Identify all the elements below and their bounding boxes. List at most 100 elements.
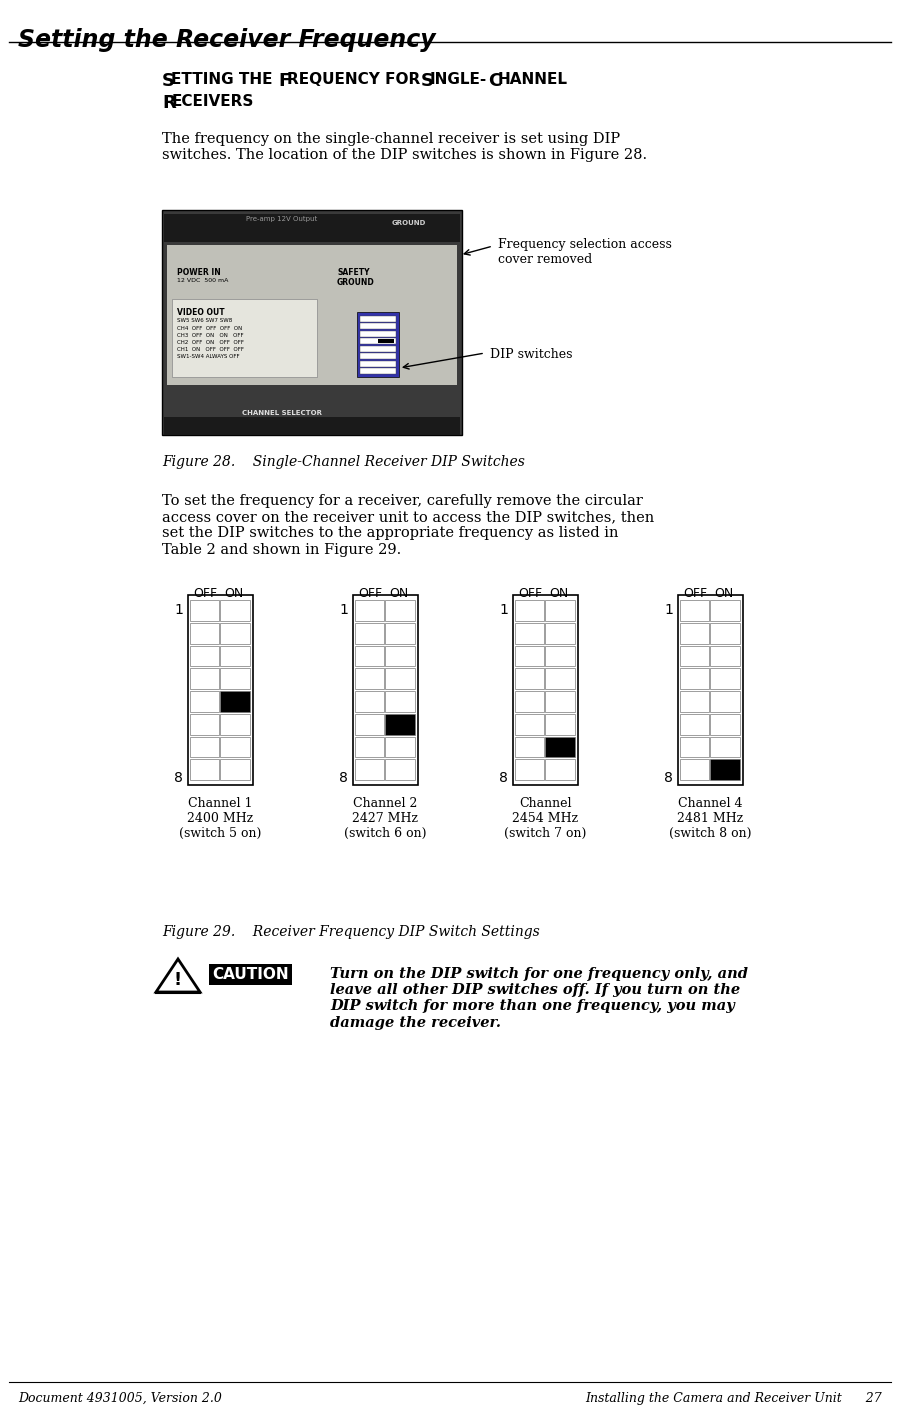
Text: OFF: OFF xyxy=(193,587,217,599)
Text: CHANNEL SELECTOR: CHANNEL SELECTOR xyxy=(242,409,322,416)
Text: SAFETY: SAFETY xyxy=(337,267,370,277)
Text: F: F xyxy=(278,72,290,90)
Text: SW5 SW6 SW7 SW8: SW5 SW6 SW7 SW8 xyxy=(177,318,232,324)
Bar xyxy=(220,646,250,667)
Text: !: ! xyxy=(174,971,182,989)
Bar xyxy=(680,691,709,712)
Bar xyxy=(360,353,396,359)
Text: CH3  OFF  ON   ON   OFF: CH3 OFF ON ON OFF xyxy=(177,333,244,338)
Bar xyxy=(355,668,384,689)
Text: Channel
2454 MHz
(switch 7 on): Channel 2454 MHz (switch 7 on) xyxy=(504,796,586,840)
Bar xyxy=(220,599,250,620)
Bar xyxy=(545,623,575,643)
Text: 8: 8 xyxy=(339,771,348,785)
Bar xyxy=(190,713,219,734)
Text: C: C xyxy=(488,72,501,90)
Bar xyxy=(680,736,709,757)
Bar xyxy=(385,691,415,712)
Bar xyxy=(164,214,460,242)
Bar xyxy=(513,595,578,785)
Bar xyxy=(710,668,740,689)
Bar xyxy=(190,599,219,620)
Bar xyxy=(360,346,396,352)
Bar xyxy=(680,713,709,734)
Bar xyxy=(190,646,219,667)
Text: Document 4931005, Version 2.0: Document 4931005, Version 2.0 xyxy=(18,1392,222,1406)
Bar xyxy=(220,760,250,779)
Text: GROUND: GROUND xyxy=(337,279,374,287)
Bar xyxy=(355,623,384,643)
Bar xyxy=(680,646,709,667)
Text: Channel 4
2481 MHz
(switch 8 on): Channel 4 2481 MHz (switch 8 on) xyxy=(669,796,752,840)
Text: VIDEO OUT: VIDEO OUT xyxy=(177,308,225,317)
Text: S: S xyxy=(162,72,175,90)
Bar xyxy=(385,760,415,779)
Bar xyxy=(515,736,544,757)
Text: ECEIVERS: ECEIVERS xyxy=(172,94,255,108)
Text: Channel 2
2427 MHz
(switch 6 on): Channel 2 2427 MHz (switch 6 on) xyxy=(344,796,427,840)
Bar xyxy=(710,736,740,757)
Bar xyxy=(515,668,544,689)
Bar xyxy=(710,713,740,734)
Text: GROUND: GROUND xyxy=(392,219,427,227)
Text: 8: 8 xyxy=(664,771,673,785)
Text: Turn on the DIP switch for one frequency only, and
leave all other DIP switches : Turn on the DIP switch for one frequency… xyxy=(330,967,748,1030)
Bar xyxy=(355,736,384,757)
Text: ON: ON xyxy=(224,587,243,599)
Bar xyxy=(188,595,253,785)
Text: DIP switches: DIP switches xyxy=(490,348,572,362)
Text: 1: 1 xyxy=(339,604,348,618)
Text: R: R xyxy=(162,94,176,113)
Text: OFF: OFF xyxy=(683,587,707,599)
Text: OFF: OFF xyxy=(358,587,382,599)
Text: INGLE-: INGLE- xyxy=(430,72,487,87)
Text: ON: ON xyxy=(714,587,734,599)
Text: OFF: OFF xyxy=(518,587,542,599)
Bar xyxy=(545,760,575,779)
Text: ETTING THE: ETTING THE xyxy=(171,72,278,87)
Text: CH4  OFF  OFF  OFF  ON: CH4 OFF OFF OFF ON xyxy=(177,326,242,331)
Bar xyxy=(360,331,396,336)
Text: ON: ON xyxy=(389,587,409,599)
Text: CH1  ON   OFF  OFF  OFF: CH1 ON OFF OFF OFF xyxy=(177,348,244,352)
Bar xyxy=(385,668,415,689)
Bar xyxy=(190,668,219,689)
Bar xyxy=(678,595,743,785)
Bar xyxy=(355,599,384,620)
Bar xyxy=(385,713,415,734)
Bar xyxy=(360,315,396,322)
Bar xyxy=(680,668,709,689)
Bar xyxy=(360,360,396,366)
Bar xyxy=(515,691,544,712)
Bar xyxy=(515,599,544,620)
Bar xyxy=(378,339,394,343)
Text: 8: 8 xyxy=(499,771,508,785)
Bar xyxy=(515,623,544,643)
Bar xyxy=(680,599,709,620)
Bar xyxy=(220,623,250,643)
Bar xyxy=(190,623,219,643)
Bar xyxy=(220,668,250,689)
Bar xyxy=(545,736,575,757)
Text: Channel 1
2400 MHz
(switch 5 on): Channel 1 2400 MHz (switch 5 on) xyxy=(179,796,261,840)
Bar xyxy=(220,713,250,734)
Text: Figure 29.    Receiver Frequency DIP Switch Settings: Figure 29. Receiver Frequency DIP Switch… xyxy=(162,924,540,938)
Bar xyxy=(190,691,219,712)
Text: CAUTION: CAUTION xyxy=(212,967,289,982)
Bar xyxy=(385,736,415,757)
Text: The frequency on the single-channel receiver is set using DIP
switches. The loca: The frequency on the single-channel rece… xyxy=(162,132,647,162)
Text: Figure 28.    Single-Channel Receiver DIP Switches: Figure 28. Single-Channel Receiver DIP S… xyxy=(162,454,525,469)
Text: POWER IN: POWER IN xyxy=(177,267,220,277)
Text: S: S xyxy=(421,72,434,90)
Bar xyxy=(355,760,384,779)
Bar xyxy=(164,416,460,435)
Bar xyxy=(515,646,544,667)
Bar xyxy=(355,691,384,712)
Bar xyxy=(353,595,418,785)
Bar xyxy=(360,369,396,374)
Bar xyxy=(680,760,709,779)
Bar xyxy=(710,691,740,712)
Bar xyxy=(680,623,709,643)
Bar xyxy=(355,713,384,734)
Text: CH2  OFF  ON   OFF  OFF: CH2 OFF ON OFF OFF xyxy=(177,340,244,345)
